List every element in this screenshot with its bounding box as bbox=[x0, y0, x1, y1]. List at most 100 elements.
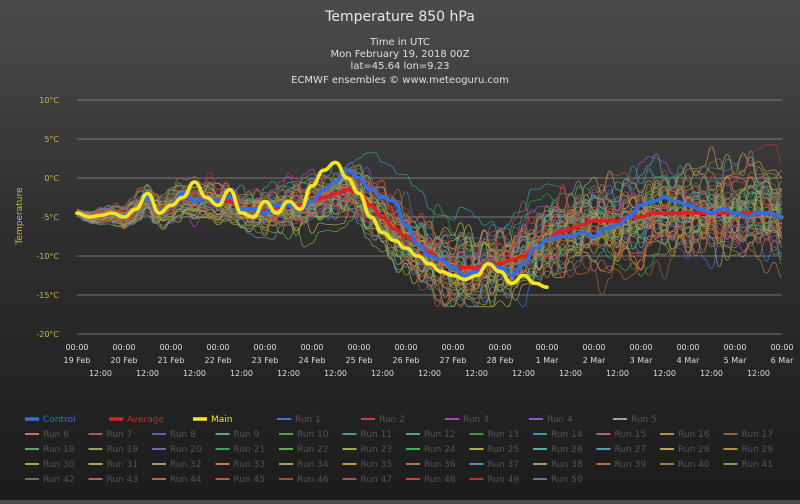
y-tick-label: -20°C bbox=[36, 330, 59, 339]
legend-item[interactable]: Run 33 bbox=[215, 460, 266, 470]
x-tick-date: 26 Feb bbox=[393, 356, 420, 365]
ensemble-run-line bbox=[76, 176, 783, 293]
legend-item[interactable]: Run 19 bbox=[88, 445, 139, 455]
legend-item[interactable]: Run 7 bbox=[88, 430, 133, 440]
legend-item[interactable]: Average bbox=[109, 415, 164, 425]
legend-label: Run 40 bbox=[678, 460, 710, 470]
legend-label: Run 46 bbox=[297, 475, 329, 485]
x-tick-time: 00:00 bbox=[112, 343, 135, 352]
x-tick-time: 00:00 bbox=[723, 343, 746, 352]
legend-item[interactable]: Run 12 bbox=[406, 430, 456, 440]
ensemble-run-line bbox=[76, 195, 783, 282]
legend-item[interactable]: Run 24 bbox=[406, 445, 456, 455]
legend-item[interactable]: Run 43 bbox=[88, 475, 139, 485]
legend-item[interactable]: Run 23 bbox=[342, 445, 393, 455]
legend-label: Run 6 bbox=[43, 430, 69, 440]
legend-item[interactable]: Run 38 bbox=[533, 460, 583, 470]
legend-label: Run 4 bbox=[547, 415, 573, 425]
x-tick-time: 00:00 bbox=[535, 343, 558, 352]
legend-item[interactable]: Run 25 bbox=[469, 445, 520, 455]
legend-label: Run 8 bbox=[170, 430, 196, 440]
legend-item[interactable]: Run 44 bbox=[152, 475, 202, 485]
legend-item[interactable]: Run 5 bbox=[613, 415, 657, 425]
legend-item[interactable]: Run 21 bbox=[215, 445, 266, 455]
legend-item[interactable]: Run 16 bbox=[660, 430, 710, 440]
chart-subtitle-line-2: Mon February 19, 2018 00Z bbox=[330, 49, 469, 60]
legend-item[interactable]: Run 15 bbox=[596, 430, 647, 440]
legend-item[interactable]: Run 26 bbox=[533, 445, 583, 455]
x-tick-date: 21 Feb bbox=[158, 356, 185, 365]
legend-item[interactable]: Run 29 bbox=[723, 445, 774, 455]
legend-item[interactable]: Run 50 bbox=[533, 475, 583, 485]
x-tick-time: 00:00 bbox=[300, 343, 323, 352]
ensemble-runs bbox=[76, 144, 783, 308]
legend-item[interactable]: Run 49 bbox=[469, 475, 520, 485]
legend-label: Run 47 bbox=[361, 475, 393, 485]
legend-item[interactable]: Run 22 bbox=[279, 445, 329, 455]
legend-label: Run 20 bbox=[170, 445, 202, 455]
y-tick-label: 5°C bbox=[44, 135, 59, 144]
legend-label: Run 12 bbox=[424, 430, 456, 440]
legend-label: Run 31 bbox=[107, 460, 139, 470]
y-tick-label: -10°C bbox=[36, 252, 59, 261]
legend-item[interactable]: Run 2 bbox=[361, 415, 405, 425]
legend-item[interactable]: Main bbox=[193, 415, 233, 425]
legend-item[interactable]: Run 10 bbox=[279, 430, 329, 440]
legend-label: Run 9 bbox=[234, 430, 260, 440]
legend-item[interactable]: Run 39 bbox=[596, 460, 647, 470]
legend-item[interactable]: Control bbox=[25, 415, 76, 425]
legend-item[interactable]: Run 20 bbox=[152, 445, 202, 455]
legend-item[interactable]: Run 3 bbox=[445, 415, 489, 425]
legend-item[interactable]: Run 8 bbox=[152, 430, 196, 440]
legend-label: Run 23 bbox=[361, 445, 393, 455]
legend-item[interactable]: Run 46 bbox=[279, 475, 329, 485]
series-line-control bbox=[75, 168, 784, 278]
legend-item[interactable]: Run 9 bbox=[215, 430, 260, 440]
legend-item[interactable]: Run 37 bbox=[469, 460, 520, 470]
x-tick-time: 00:00 bbox=[253, 343, 276, 352]
ensemble-run-line bbox=[76, 174, 783, 282]
legend-label: Run 13 bbox=[488, 430, 520, 440]
x-tick-date: 24 Feb bbox=[299, 356, 326, 365]
legend-item[interactable]: Run 47 bbox=[342, 475, 393, 485]
ensemble-run-line bbox=[76, 180, 783, 277]
legend-item[interactable]: Run 34 bbox=[279, 460, 329, 470]
legend-label: Run 39 bbox=[615, 460, 647, 470]
x-tick-time: 00:00 bbox=[629, 343, 652, 352]
legend-item[interactable]: Run 35 bbox=[342, 460, 393, 470]
legend-item[interactable]: Run 6 bbox=[25, 430, 69, 440]
legend-label: Run 19 bbox=[107, 445, 139, 455]
legend-label: Run 11 bbox=[361, 430, 393, 440]
legend-item[interactable]: Run 18 bbox=[25, 445, 75, 455]
legend-item[interactable]: Run 4 bbox=[529, 415, 573, 425]
legend-item[interactable]: Run 28 bbox=[660, 445, 710, 455]
legend-item[interactable]: Run 36 bbox=[406, 460, 456, 470]
legend-label: Run 41 bbox=[742, 460, 774, 470]
legend-item[interactable]: Run 42 bbox=[25, 475, 75, 485]
legend-item[interactable]: Run 30 bbox=[25, 460, 75, 470]
legend-label: Run 49 bbox=[488, 475, 520, 485]
legend-item[interactable]: Run 17 bbox=[723, 430, 774, 440]
legend-item[interactable]: Run 14 bbox=[533, 430, 583, 440]
legend-item[interactable]: Run 48 bbox=[406, 475, 456, 485]
legend-item[interactable]: Run 40 bbox=[660, 460, 710, 470]
ensemble-run-line bbox=[76, 166, 783, 284]
legend-item[interactable]: Run 1 bbox=[277, 415, 321, 425]
x-tick-noon: 12:00 bbox=[371, 369, 394, 378]
ensemble-run-line bbox=[76, 186, 783, 308]
legend-item[interactable]: Run 13 bbox=[469, 430, 520, 440]
legend-item[interactable]: Run 11 bbox=[342, 430, 393, 440]
x-tick-time: 00:00 bbox=[206, 343, 229, 352]
x-tick-time: 00:00 bbox=[582, 343, 605, 352]
y-tick-label: 10°C bbox=[39, 96, 59, 105]
x-tick-time: 00:00 bbox=[488, 343, 511, 352]
legend-item[interactable]: Run 45 bbox=[215, 475, 266, 485]
legend-label: Run 22 bbox=[297, 445, 329, 455]
legend-label: Run 45 bbox=[234, 475, 266, 485]
legend-item[interactable]: Run 41 bbox=[723, 460, 774, 470]
legend-item[interactable]: Run 31 bbox=[88, 460, 139, 470]
ensemble-run-line bbox=[76, 173, 783, 278]
legend-item[interactable]: Run 27 bbox=[596, 445, 647, 455]
x-tick-date: 5 Mar bbox=[724, 356, 747, 365]
legend-item[interactable]: Run 32 bbox=[152, 460, 202, 470]
